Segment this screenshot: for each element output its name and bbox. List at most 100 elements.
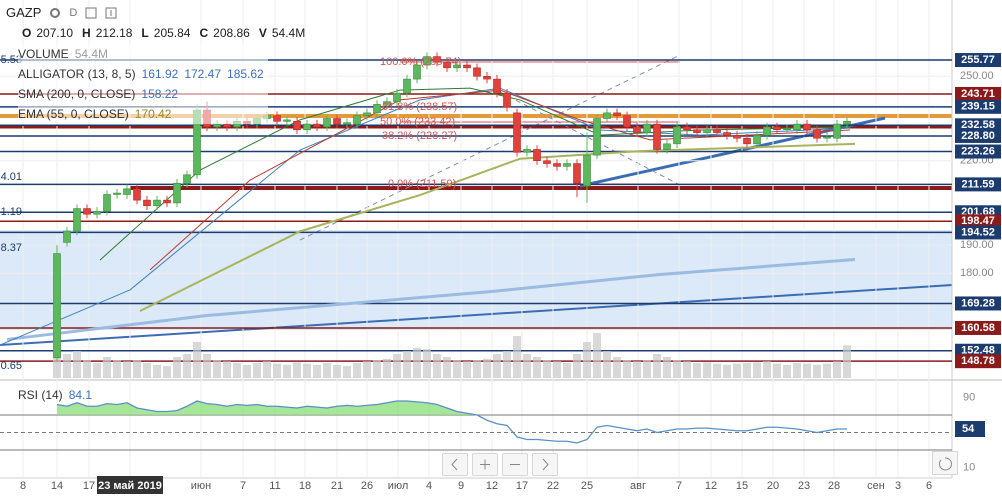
rsi-legend: RSI (14) 84.1 xyxy=(18,388,92,402)
candle-body xyxy=(523,149,531,153)
candle-body xyxy=(713,129,721,133)
candle-body xyxy=(433,56,441,63)
price-level-box xyxy=(955,144,1001,159)
candle-body xyxy=(343,122,351,125)
scroll-right-button[interactable] xyxy=(532,453,558,476)
x-tick-label: сен xyxy=(867,480,885,492)
price-level-box xyxy=(955,296,1001,311)
volume-bar xyxy=(773,363,781,378)
candle-body xyxy=(553,163,561,167)
x-tick-label: 12 xyxy=(705,480,717,492)
edge-label: 0.65 xyxy=(1,360,22,372)
volume-bar xyxy=(353,363,361,378)
volume-bar xyxy=(663,357,671,378)
legend-value: 161.92 xyxy=(141,67,179,81)
candle-body xyxy=(353,115,361,125)
volume-bar xyxy=(523,354,531,378)
price-level-label: 160.58 xyxy=(961,322,995,334)
interval[interactable]: D xyxy=(69,6,78,19)
fib-label: 50.0% (233.42) xyxy=(380,116,455,128)
zoom-out-button[interactable] xyxy=(502,453,528,476)
candle-body xyxy=(793,123,801,131)
candle-body xyxy=(93,211,101,215)
indicator-line xyxy=(139,142,856,312)
candle-body xyxy=(813,129,821,139)
legend-value: 170.42 xyxy=(134,107,172,121)
candle-body xyxy=(373,104,381,114)
volume-bar xyxy=(723,364,731,378)
volume-bar xyxy=(843,345,851,378)
legend: VOLUME 54.4M ALLIGATOR (13, 8, 5) 161.92 172… xyxy=(18,44,268,124)
volume-bar xyxy=(643,360,651,378)
price-level-box xyxy=(955,225,1001,240)
candle-body xyxy=(653,123,661,150)
scroll-left-button[interactable] xyxy=(442,453,468,476)
volume-bar xyxy=(693,363,701,378)
candle-body xyxy=(473,67,481,77)
x-tick-label: 17 xyxy=(516,480,528,492)
volume-bar xyxy=(603,351,611,378)
legend-name: SMA (200, 0, CLOSE) xyxy=(18,87,136,101)
price-level-label: 211.59 xyxy=(961,178,994,190)
x-tick-label: 12 xyxy=(486,480,498,492)
volume-bar xyxy=(133,360,141,378)
candle-body xyxy=(603,112,611,119)
candle-body xyxy=(823,136,831,139)
reset-button[interactable] xyxy=(932,451,958,475)
chart-type-icon[interactable] xyxy=(85,7,97,19)
volume-bar xyxy=(753,362,761,378)
price-level-label: 232.58 xyxy=(961,119,995,131)
candle-body xyxy=(413,64,421,80)
volume-bar xyxy=(473,360,481,378)
quote-key: H xyxy=(82,26,91,40)
volume-bar xyxy=(513,336,521,378)
candle-body xyxy=(393,92,401,102)
candle-body xyxy=(443,61,451,69)
quote-key: O xyxy=(22,26,32,40)
y-tick-label: 10 xyxy=(963,461,975,473)
price-level-box xyxy=(955,128,1001,143)
volume-bar xyxy=(443,357,451,378)
x-tick-label: 7 xyxy=(676,480,682,492)
candle-body xyxy=(383,101,391,105)
price-level-label: 239.15 xyxy=(961,101,995,113)
last-value-label: 54 xyxy=(962,423,975,435)
candle-body xyxy=(543,160,551,164)
fib-label: 38.2% (228.27) xyxy=(382,130,457,142)
candle-body xyxy=(723,132,731,136)
legend-name: RSI (14) xyxy=(18,388,63,402)
zoom-in-button[interactable] xyxy=(472,453,498,476)
legend-value: 84.1 xyxy=(68,388,93,402)
volume-bar xyxy=(343,366,351,378)
candle-body xyxy=(463,64,471,69)
candle-body xyxy=(53,253,61,359)
candle-body xyxy=(563,163,571,167)
y-tick-label: 190.00 xyxy=(960,239,994,251)
candle-body xyxy=(613,112,621,116)
volume-bar xyxy=(763,361,771,378)
candle-body xyxy=(363,112,371,116)
volume-bar xyxy=(253,363,261,378)
compare-icon[interactable] xyxy=(105,7,117,19)
volume-bar xyxy=(263,361,271,378)
candle-body xyxy=(423,56,431,66)
price-level-label: 255.77 xyxy=(961,54,995,66)
price-level-label: 194.52 xyxy=(961,226,995,238)
candle-body xyxy=(163,199,171,204)
volume-bar xyxy=(573,354,581,378)
candle-body xyxy=(483,75,491,80)
settings-icon[interactable] xyxy=(49,7,61,19)
candle-body xyxy=(283,119,291,122)
candle-body xyxy=(333,118,341,125)
volume-bar xyxy=(293,362,301,378)
drawings xyxy=(0,0,1002,479)
volume-bar xyxy=(103,357,111,378)
quote-key: L xyxy=(141,26,149,40)
candle-body xyxy=(773,126,781,131)
symbol[interactable]: GAZP xyxy=(6,5,42,20)
fib-label: 100.0% (255.74) xyxy=(380,56,461,68)
legend-item: EMA (55, 0, CLOSE) 170.42 xyxy=(18,104,268,124)
edge-label: 4.01 xyxy=(1,171,22,183)
candle-body xyxy=(513,112,521,153)
